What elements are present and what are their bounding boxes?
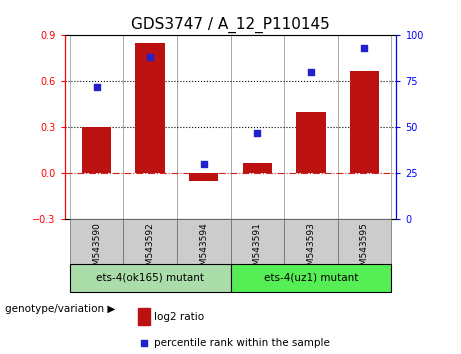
Bar [242, 163, 272, 173]
Point [200, 161, 207, 167]
FancyBboxPatch shape [230, 219, 284, 266]
Text: GSM543591: GSM543591 [253, 222, 262, 277]
FancyBboxPatch shape [337, 219, 391, 266]
Point [361, 45, 368, 51]
Text: GSM543590: GSM543590 [92, 222, 101, 277]
Text: log2 ratio: log2 ratio [154, 312, 205, 322]
FancyBboxPatch shape [124, 219, 177, 266]
Point [147, 55, 154, 60]
FancyBboxPatch shape [70, 263, 230, 292]
Title: GDS3747 / A_12_P110145: GDS3747 / A_12_P110145 [131, 16, 330, 33]
Text: GSM543592: GSM543592 [146, 222, 155, 276]
FancyBboxPatch shape [70, 219, 124, 266]
FancyBboxPatch shape [230, 263, 391, 292]
Text: GSM543594: GSM543594 [199, 222, 208, 276]
Bar [349, 71, 379, 173]
Bar [296, 112, 325, 173]
FancyBboxPatch shape [177, 219, 230, 266]
Point [254, 130, 261, 136]
Text: genotype/variation ▶: genotype/variation ▶ [5, 304, 115, 314]
Text: ets-4(ok165) mutant: ets-4(ok165) mutant [96, 273, 204, 283]
Point [141, 340, 148, 346]
Point [93, 84, 100, 90]
Text: GSM543595: GSM543595 [360, 222, 369, 277]
Text: percentile rank within the sample: percentile rank within the sample [154, 338, 331, 348]
Bar [136, 43, 165, 173]
Text: GSM543593: GSM543593 [306, 222, 315, 277]
Bar [82, 127, 112, 173]
Text: ets-4(uz1) mutant: ets-4(uz1) mutant [264, 273, 358, 283]
Bar [138, 308, 150, 325]
FancyBboxPatch shape [284, 219, 337, 266]
Bar [189, 173, 219, 181]
Point [307, 69, 314, 75]
